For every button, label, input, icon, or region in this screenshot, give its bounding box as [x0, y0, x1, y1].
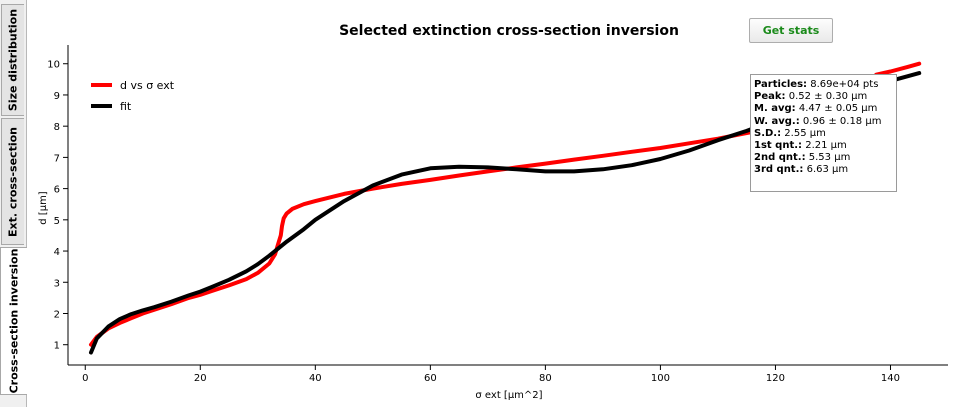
x-tick-label: 60 [424, 373, 437, 384]
y-tick-label: 6 [54, 185, 60, 196]
y-axis-label: d [µm] [38, 191, 49, 225]
stat-2nd-quantile: 2nd qnt.: 5.53 µm [754, 152, 851, 164]
x-tick-label: 100 [651, 373, 670, 384]
stat-m-avg: M. avg: 4.47 ± 0.05 µm [754, 103, 878, 115]
y-tick-label: 10 [47, 60, 60, 71]
y-tick-label: 2 [54, 309, 60, 320]
tab-cross-section-inversion[interactable]: Cross-section inversion [0, 247, 27, 395]
y-tick-label: 5 [54, 216, 60, 227]
x-tick-label: 140 [881, 373, 900, 384]
x-tick-label: 40 [309, 373, 322, 384]
side-tab-bar: Size distribution Ext. cross-section Cro… [0, 0, 27, 407]
legend: d vs σ ext fit [91, 79, 175, 113]
chart-title: Selected extinction cross-section invers… [339, 23, 679, 39]
plot-frame [67, 45, 948, 366]
y-tick-label: 8 [54, 122, 60, 133]
stats-panel: Particles: 8.69e+04 pts Peak: 0.52 ± 0.3… [750, 74, 897, 192]
x-tick-label: 120 [766, 373, 785, 384]
y-tick-label: 4 [54, 247, 60, 258]
x-tick-label: 20 [194, 373, 207, 384]
get-stats-button[interactable]: Get stats [749, 18, 833, 43]
stat-1st-quantile: 1st qnt.: 2.21 µm [754, 140, 847, 152]
stat-3rd-quantile: 3rd qnt.: 6.63 µm [754, 164, 849, 176]
tab-size-distribution[interactable]: Size distribution [1, 4, 24, 116]
legend-label-data: d vs σ ext [120, 79, 175, 92]
x-tick-label: 80 [539, 373, 552, 384]
y-axis: 1 2 3 4 5 6 7 8 9 10 [47, 60, 68, 352]
stat-sd: S.D.: 2.55 µm [754, 127, 826, 139]
y-tick-label: 3 [54, 278, 60, 289]
stat-w-avg: W. avg.: 0.96 ± 0.18 µm [754, 115, 882, 127]
series-line-fit [89, 71, 922, 355]
x-tick-label: 0 [82, 373, 88, 384]
x-axis: 0 20 40 60 80 100 120 140 [82, 365, 900, 384]
y-tick-label: 7 [54, 153, 60, 164]
tab-ext-cross-section[interactable]: Ext. cross-section [1, 118, 24, 245]
legend-label-fit: fit [120, 100, 132, 113]
y-tick-label: 9 [54, 91, 60, 102]
y-tick-label: 1 [54, 341, 60, 352]
x-axis-label: σ ext [µm^2] [475, 390, 542, 401]
stat-particles: Particles: 8.69e+04 pts [754, 79, 879, 90]
stat-peak: Peak: 0.52 ± 0.30 µm [754, 91, 868, 103]
